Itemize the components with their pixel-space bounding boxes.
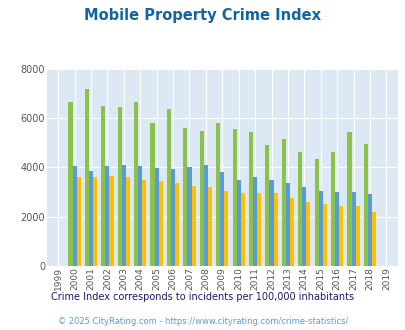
- Bar: [224, 191, 228, 266]
- Bar: [334, 192, 338, 266]
- Bar: [175, 183, 179, 266]
- Bar: [252, 177, 256, 266]
- Bar: [289, 198, 293, 266]
- Bar: [314, 159, 318, 266]
- Bar: [351, 192, 355, 266]
- Bar: [191, 186, 195, 266]
- Bar: [203, 165, 207, 266]
- Bar: [117, 107, 121, 266]
- Bar: [187, 168, 191, 266]
- Bar: [72, 166, 77, 266]
- Bar: [199, 131, 203, 266]
- Bar: [371, 212, 375, 266]
- Bar: [171, 169, 175, 266]
- Bar: [215, 123, 220, 266]
- Bar: [355, 206, 359, 266]
- Bar: [105, 166, 109, 266]
- Bar: [297, 151, 302, 266]
- Bar: [318, 191, 322, 266]
- Bar: [363, 144, 367, 266]
- Bar: [347, 132, 351, 266]
- Bar: [269, 180, 273, 266]
- Bar: [322, 204, 326, 266]
- Bar: [85, 89, 89, 266]
- Bar: [248, 132, 252, 266]
- Bar: [122, 165, 126, 266]
- Bar: [256, 193, 260, 266]
- Bar: [273, 193, 277, 266]
- Bar: [138, 166, 142, 266]
- Bar: [101, 106, 105, 266]
- Bar: [285, 183, 289, 266]
- Bar: [183, 128, 187, 266]
- Bar: [68, 102, 72, 266]
- Bar: [306, 202, 310, 266]
- Bar: [77, 177, 81, 266]
- Bar: [134, 102, 138, 266]
- Bar: [220, 172, 224, 266]
- Bar: [89, 171, 93, 266]
- Bar: [154, 168, 158, 266]
- Text: Mobile Property Crime Index: Mobile Property Crime Index: [84, 8, 321, 23]
- Bar: [338, 206, 343, 266]
- Bar: [207, 187, 211, 266]
- Bar: [367, 194, 371, 266]
- Bar: [93, 177, 97, 266]
- Bar: [302, 187, 306, 266]
- Bar: [150, 123, 154, 266]
- Bar: [236, 180, 240, 266]
- Text: Crime Index corresponds to incidents per 100,000 inhabitants: Crime Index corresponds to incidents per…: [51, 292, 354, 302]
- Bar: [265, 146, 269, 266]
- Bar: [142, 180, 146, 266]
- Bar: [158, 181, 162, 266]
- Bar: [166, 109, 171, 266]
- Bar: [232, 129, 236, 266]
- Bar: [126, 177, 130, 266]
- Bar: [281, 139, 285, 266]
- Bar: [109, 176, 113, 266]
- Bar: [240, 192, 244, 266]
- Bar: [330, 151, 334, 266]
- Text: © 2025 CityRating.com - https://www.cityrating.com/crime-statistics/: © 2025 CityRating.com - https://www.city…: [58, 317, 347, 326]
